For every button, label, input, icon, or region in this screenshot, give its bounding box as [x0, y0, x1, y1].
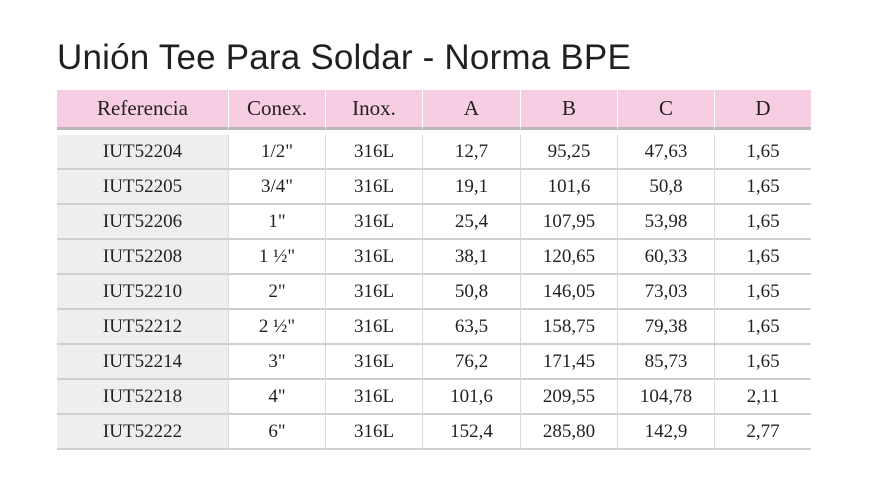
cell-c: 73,03	[617, 275, 714, 310]
cell-d: 1,65	[714, 135, 811, 170]
cell-a: 152,4	[422, 415, 520, 450]
cell-inox: 316L	[325, 275, 422, 310]
cell-c: 47,63	[617, 135, 714, 170]
header-referencia: Referencia	[57, 90, 228, 130]
cell-c: 142,9	[617, 415, 714, 450]
cell-c: 60,33	[617, 240, 714, 275]
cell-inox: 316L	[325, 205, 422, 240]
cell-b: 171,45	[520, 345, 617, 380]
cell-referencia: IUT52206	[57, 205, 228, 240]
cell-a: 38,1	[422, 240, 520, 275]
page-title: Unión Tee Para Soldar - Norma BPE	[57, 38, 631, 77]
cell-d: 1,65	[714, 310, 811, 345]
cell-b: 120,65	[520, 240, 617, 275]
cell-inox: 316L	[325, 415, 422, 450]
cell-a: 101,6	[422, 380, 520, 415]
cell-c: 53,98	[617, 205, 714, 240]
cell-conex: 2"	[228, 275, 325, 310]
cell-c: 79,38	[617, 310, 714, 345]
header-row: Referencia Conex. Inox. A B C D	[57, 90, 811, 130]
cell-d: 2,77	[714, 415, 811, 450]
header-conex: Conex.	[228, 90, 325, 130]
table-row: IUT52210 2" 316L 50,8 146,05 73,03 1,65	[57, 275, 811, 310]
cell-referencia: IUT52208	[57, 240, 228, 275]
cell-conex: 3/4"	[228, 170, 325, 205]
header-spacer	[57, 130, 811, 135]
cell-d: 1,65	[714, 240, 811, 275]
cell-b: 107,95	[520, 205, 617, 240]
cell-conex: 4"	[228, 380, 325, 415]
cell-referencia: IUT52204	[57, 135, 228, 170]
spec-table: Referencia Conex. Inox. A B C D IUT52204…	[57, 90, 811, 450]
cell-conex: 1 ½"	[228, 240, 325, 275]
table-row: IUT52212 2 ½" 316L 63,5 158,75 79,38 1,65	[57, 310, 811, 345]
cell-referencia: IUT52214	[57, 345, 228, 380]
cell-b: 158,75	[520, 310, 617, 345]
cell-a: 63,5	[422, 310, 520, 345]
header-b: B	[520, 90, 617, 130]
cell-conex: 1/2"	[228, 135, 325, 170]
cell-inox: 316L	[325, 170, 422, 205]
cell-referencia: IUT52222	[57, 415, 228, 450]
cell-inox: 316L	[325, 345, 422, 380]
table-row: IUT52205 3/4" 316L 19,1 101,6 50,8 1,65	[57, 170, 811, 205]
cell-conex: 3"	[228, 345, 325, 380]
cell-d: 1,65	[714, 205, 811, 240]
table-row: IUT52222 6" 316L 152,4 285,80 142,9 2,77	[57, 415, 811, 450]
cell-referencia: IUT52210	[57, 275, 228, 310]
header-d: D	[714, 90, 811, 130]
cell-b: 146,05	[520, 275, 617, 310]
cell-conex: 1"	[228, 205, 325, 240]
cell-b: 209,55	[520, 380, 617, 415]
cell-b: 95,25	[520, 135, 617, 170]
cell-a: 76,2	[422, 345, 520, 380]
header-a: A	[422, 90, 520, 130]
table-row: IUT52214 3" 316L 76,2 171,45 85,73 1,65	[57, 345, 811, 380]
cell-conex: 2 ½"	[228, 310, 325, 345]
cell-c: 50,8	[617, 170, 714, 205]
table-row: IUT52204 1/2" 316L 12,7 95,25 47,63 1,65	[57, 135, 811, 170]
cell-d: 2,11	[714, 380, 811, 415]
cell-b: 101,6	[520, 170, 617, 205]
cell-d: 1,65	[714, 170, 811, 205]
cell-a: 19,1	[422, 170, 520, 205]
cell-d: 1,65	[714, 275, 811, 310]
cell-referencia: IUT52205	[57, 170, 228, 205]
cell-referencia: IUT52212	[57, 310, 228, 345]
cell-c: 104,78	[617, 380, 714, 415]
header-inox: Inox.	[325, 90, 422, 130]
cell-referencia: IUT52218	[57, 380, 228, 415]
cell-a: 25,4	[422, 205, 520, 240]
cell-a: 12,7	[422, 135, 520, 170]
cell-c: 85,73	[617, 345, 714, 380]
cell-b: 285,80	[520, 415, 617, 450]
cell-a: 50,8	[422, 275, 520, 310]
header-c: C	[617, 90, 714, 130]
table-row: IUT52208 1 ½" 316L 38,1 120,65 60,33 1,65	[57, 240, 811, 275]
table-row: IUT52206 1" 316L 25,4 107,95 53,98 1,65	[57, 205, 811, 240]
cell-conex: 6"	[228, 415, 325, 450]
cell-inox: 316L	[325, 240, 422, 275]
cell-d: 1,65	[714, 345, 811, 380]
cell-inox: 316L	[325, 380, 422, 415]
cell-inox: 316L	[325, 135, 422, 170]
cell-inox: 316L	[325, 310, 422, 345]
table-row: IUT52218 4" 316L 101,6 209,55 104,78 2,11	[57, 380, 811, 415]
